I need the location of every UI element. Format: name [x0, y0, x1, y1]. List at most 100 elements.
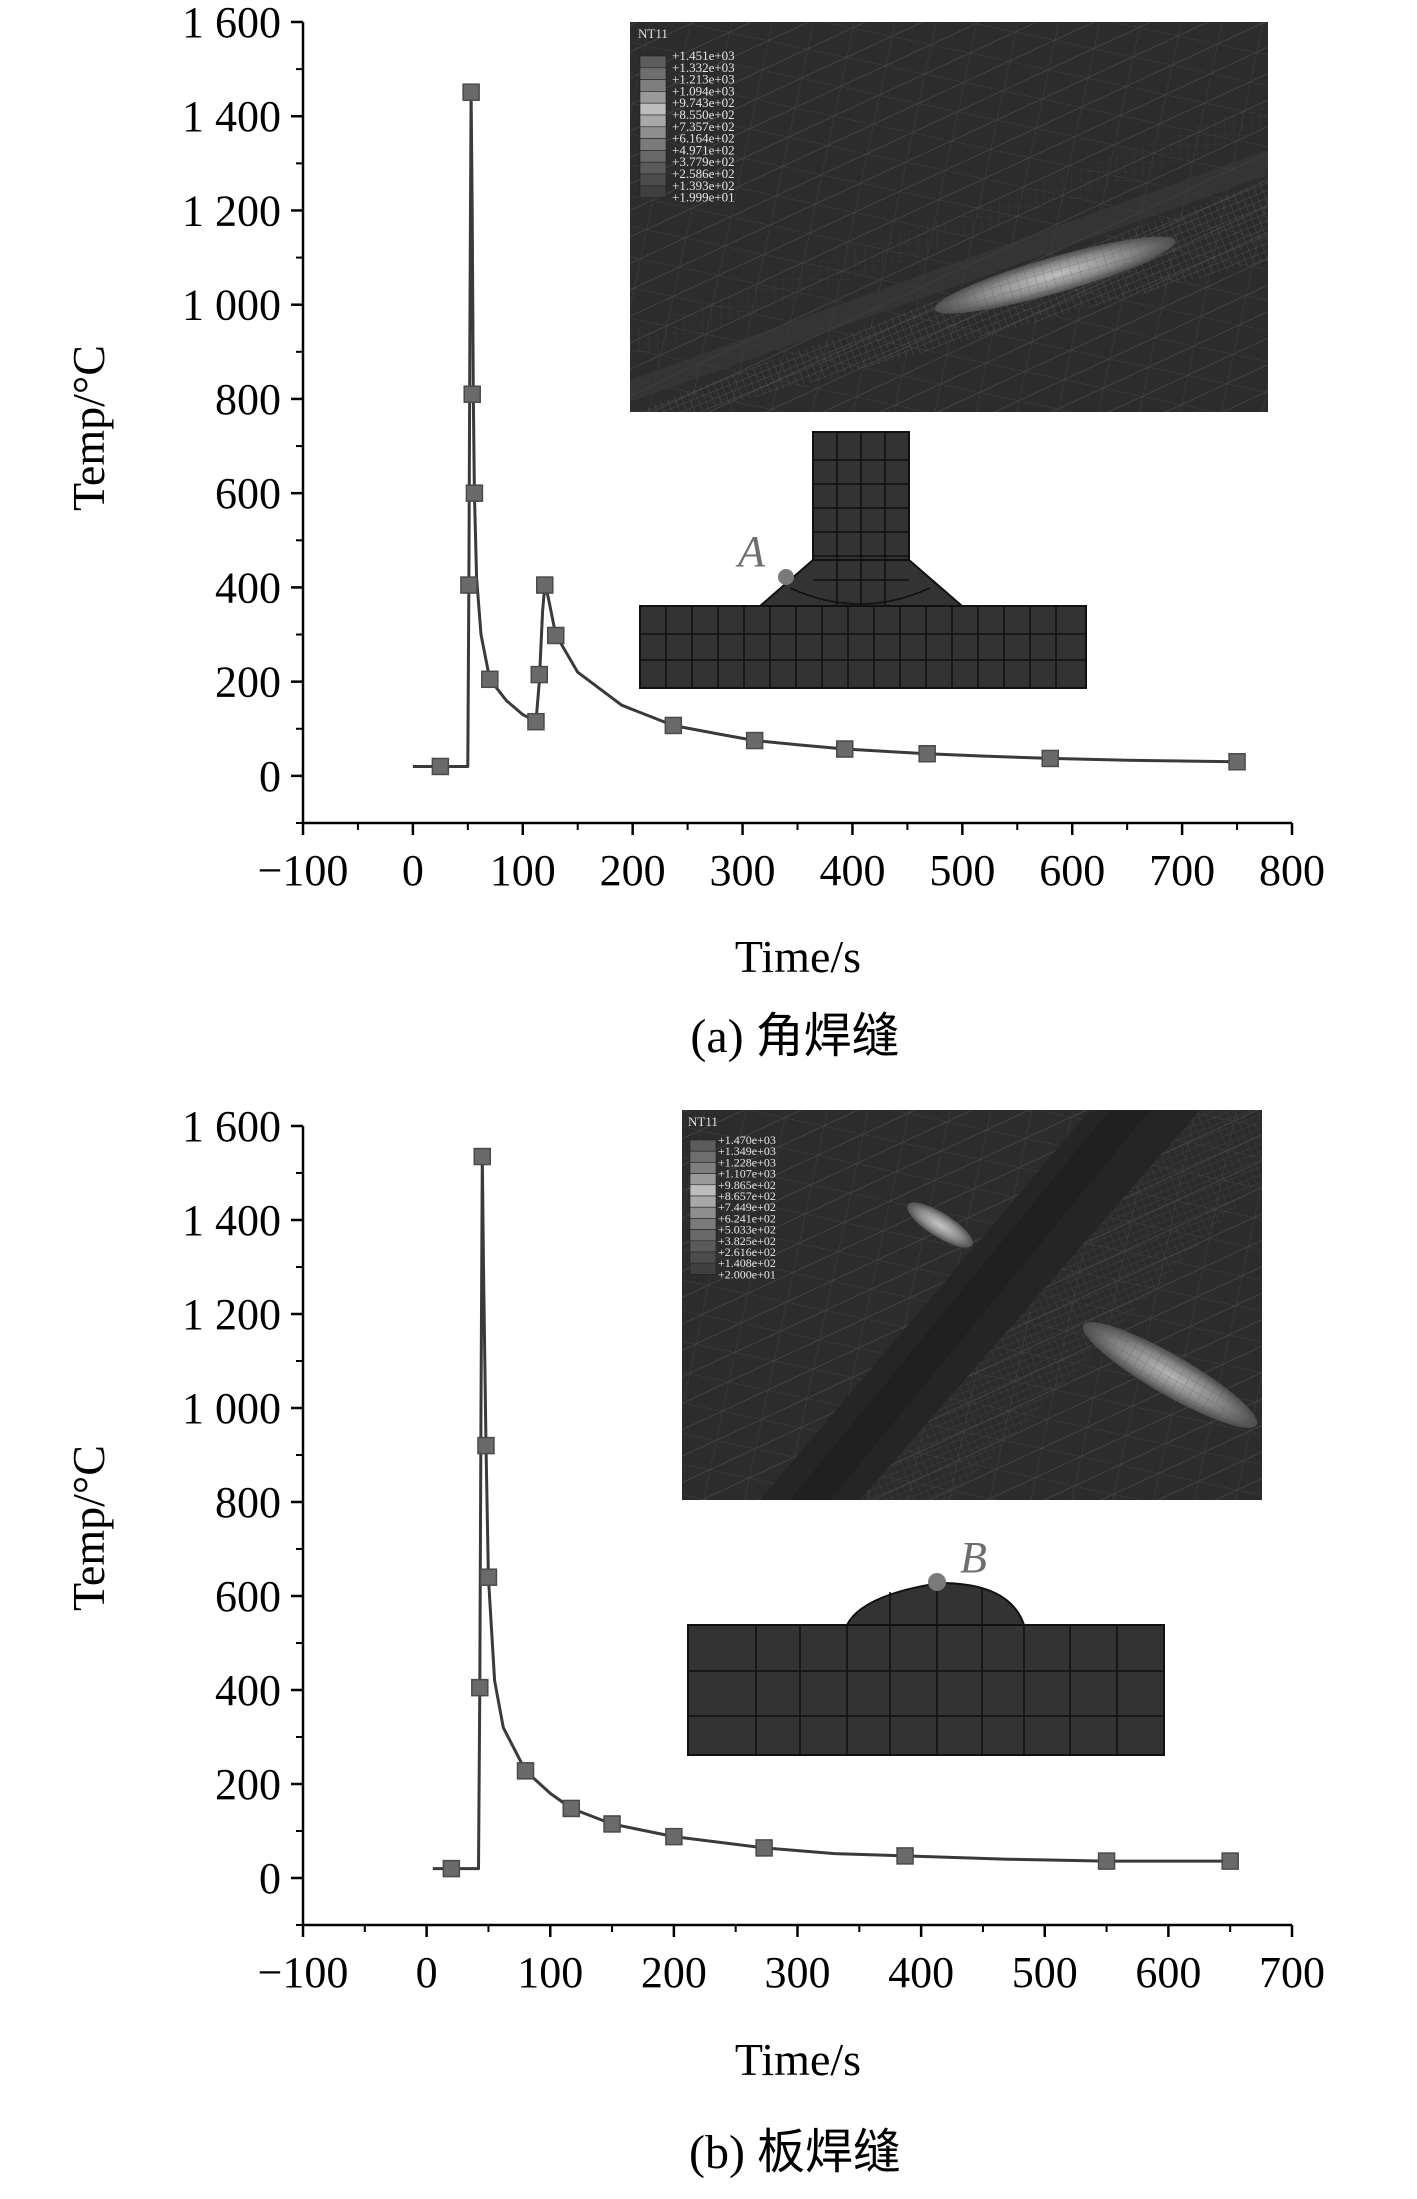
data-point-marker: [481, 670, 499, 689]
temperature-series-b: [432, 1147, 1239, 1878]
y-tick-label: 1 000: [182, 1384, 281, 1433]
x-tick-label: −100: [258, 846, 349, 895]
x-tick-label: −100: [258, 1948, 349, 1997]
series-line: [412, 90, 1238, 768]
data-point-marker: [1097, 1852, 1116, 1870]
legend-color-swatch: [639, 150, 667, 163]
y-tick-label: 200: [215, 658, 281, 707]
legend-value: +3.779e+02: [672, 154, 735, 169]
legend-color-swatch: [639, 67, 667, 80]
legend-color-swatch: [689, 1229, 717, 1242]
legend-color-swatch: [689, 1150, 717, 1163]
x-tick-label: 700: [1259, 1948, 1325, 1997]
y-tick-label: 1 600: [182, 1102, 281, 1151]
data-point-marker: [836, 740, 854, 758]
data-point-marker: [463, 385, 481, 403]
x-tick-label: 300: [765, 1948, 831, 1997]
data-point-marker: [896, 1847, 914, 1865]
data-point-marker: [745, 731, 764, 750]
legend-color-swatch: [639, 55, 667, 69]
legend-value: +2.000e+01: [718, 1267, 776, 1281]
legend-value: +6.241e+02: [718, 1211, 776, 1225]
data-point-marker: [477, 1436, 495, 1455]
temperature-series-a: [412, 83, 1246, 776]
y-tick-label: 200: [215, 1760, 281, 1809]
legend-value: +1.107e+03: [718, 1167, 776, 1181]
legend-color-swatch: [639, 79, 667, 92]
caption-b: (b) 板焊缝: [689, 2126, 901, 2179]
legend-color-swatch: [689, 1206, 717, 1219]
x-axis-label-b: Time/s: [735, 2034, 861, 2085]
legend-value: +1.393e+02: [672, 178, 735, 193]
data-point-marker: [664, 716, 683, 735]
y-tick-label: 1 200: [182, 1290, 281, 1339]
legend-color-swatch: [689, 1184, 717, 1197]
x-tick-label: 500: [1012, 1948, 1078, 1997]
y-tick-label: 0: [259, 752, 281, 801]
legend-value: +6.164e+02: [672, 131, 735, 146]
y-tick-label: 1 400: [182, 92, 281, 141]
data-point-marker: [603, 1815, 621, 1833]
legend-value: +1.228e+03: [718, 1155, 776, 1169]
data-point-marker: [431, 757, 450, 776]
x-tick-label: 100: [490, 846, 556, 895]
x-tick-label: 400: [819, 846, 885, 895]
mesh-cross-section-b: B: [687, 1533, 1165, 1756]
legend-value: +9.743e+02: [672, 95, 735, 110]
legend-color-swatch: [639, 138, 667, 151]
legend-color-swatch: [639, 173, 667, 187]
y-tick-label: 600: [215, 469, 281, 518]
measurement-point-b: [928, 1573, 946, 1591]
y-axis-label-a: Temp/°C: [63, 345, 114, 511]
data-point-marker: [516, 1762, 535, 1780]
chart-panel-a: NT11 +1.451e+03+1.332e+03+1.213e+03+1.09…: [63, 0, 1325, 1063]
data-point-marker: [442, 1859, 461, 1878]
y-tick-label: 1 200: [182, 186, 281, 235]
caption-a: (a) 角焊缝: [690, 1010, 899, 1063]
data-point-marker: [536, 576, 554, 594]
data-point-marker: [462, 83, 480, 101]
legend-color-swatch: [689, 1139, 717, 1152]
data-point-marker: [530, 665, 549, 684]
legend-title-b: NT11: [688, 1114, 718, 1129]
y-tick-label: 1 400: [182, 1196, 281, 1245]
x-tick-label: 700: [1149, 846, 1215, 895]
y-tick-label: 800: [215, 1478, 281, 1527]
legend-color-swatch: [639, 91, 667, 104]
data-point-marker: [527, 712, 545, 731]
legend-value: +7.357e+02: [672, 119, 735, 134]
measurement-point-a: [778, 569, 794, 585]
contour-legend-a: NT11 +1.451e+03+1.332e+03+1.213e+03+1.09…: [638, 26, 735, 205]
legend-value: +1.349e+03: [718, 1144, 776, 1158]
legend-color-swatch: [639, 126, 667, 139]
data-point-marker: [473, 1147, 492, 1166]
y-tick-label: 1 000: [182, 281, 281, 330]
legend-value: +8.550e+02: [672, 107, 735, 122]
x-tick-label: 100: [517, 1948, 583, 1997]
data-point-marker: [460, 576, 478, 594]
data-point-marker: [1221, 1852, 1239, 1870]
x-tick-label: 0: [402, 846, 424, 895]
legend-color-swatch: [689, 1240, 717, 1253]
legend-value: +1.213e+03: [672, 72, 735, 87]
legend-color-swatch: [689, 1173, 717, 1186]
data-point-marker: [562, 1799, 581, 1818]
data-point-marker: [471, 1678, 489, 1697]
legend-color-swatch: [689, 1218, 717, 1230]
legend-value: +1.999e+01: [672, 190, 735, 205]
y-axis-label-b: Temp/°C: [63, 1445, 114, 1611]
x-tick-label: 0: [416, 1948, 438, 1997]
legend-value: +1.332e+03: [672, 60, 735, 75]
y-tick-label: 0: [259, 1854, 281, 1903]
x-tick-label: 600: [1135, 1948, 1201, 1997]
y-tick-label: 800: [215, 375, 281, 424]
x-axis-label-a: Time/s: [735, 931, 861, 982]
legend-value: +8.657e+02: [718, 1189, 776, 1203]
legend-color-swatch: [639, 161, 667, 175]
inset-contour-image-a: NT11 +1.451e+03+1.332e+03+1.213e+03+1.09…: [630, 22, 1268, 412]
legend-color-swatch: [689, 1262, 717, 1275]
point-label-b: B: [960, 1533, 987, 1582]
